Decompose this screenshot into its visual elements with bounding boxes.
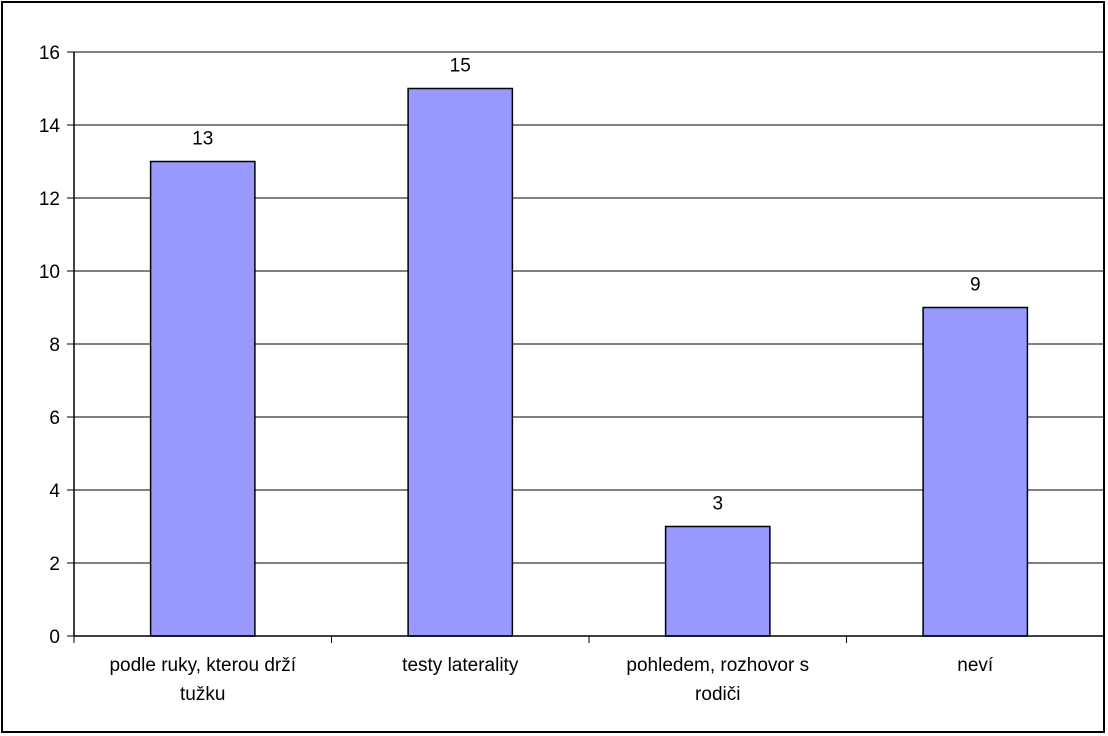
y-tick-label: 0: [49, 627, 60, 648]
data-label: 3: [712, 494, 723, 515]
y-tick-label: 12: [39, 189, 60, 210]
data-label: 15: [450, 56, 471, 77]
y-tick-label: 8: [49, 335, 60, 356]
data-label: 9: [970, 275, 981, 296]
data-label: 13: [192, 129, 213, 150]
y-tick-label: 2: [49, 554, 60, 575]
x-tick-label: pohledem, rozhovor s rodiči: [626, 655, 809, 705]
y-tick-label: 14: [39, 116, 61, 137]
y-tick-label: 16: [39, 43, 60, 64]
x-tick-label: neví: [957, 655, 994, 676]
bar: [149, 160, 256, 637]
bar: [407, 87, 514, 637]
y-tick-label: 6: [49, 408, 60, 429]
y-tick-label: 4: [49, 481, 60, 502]
y-tick-label: 10: [39, 262, 60, 283]
x-tick-label: testy laterality: [402, 655, 519, 676]
bar: [664, 525, 771, 637]
bar: [922, 306, 1029, 637]
x-tick-label: podle ruky, kterou drží tužku: [109, 655, 296, 705]
